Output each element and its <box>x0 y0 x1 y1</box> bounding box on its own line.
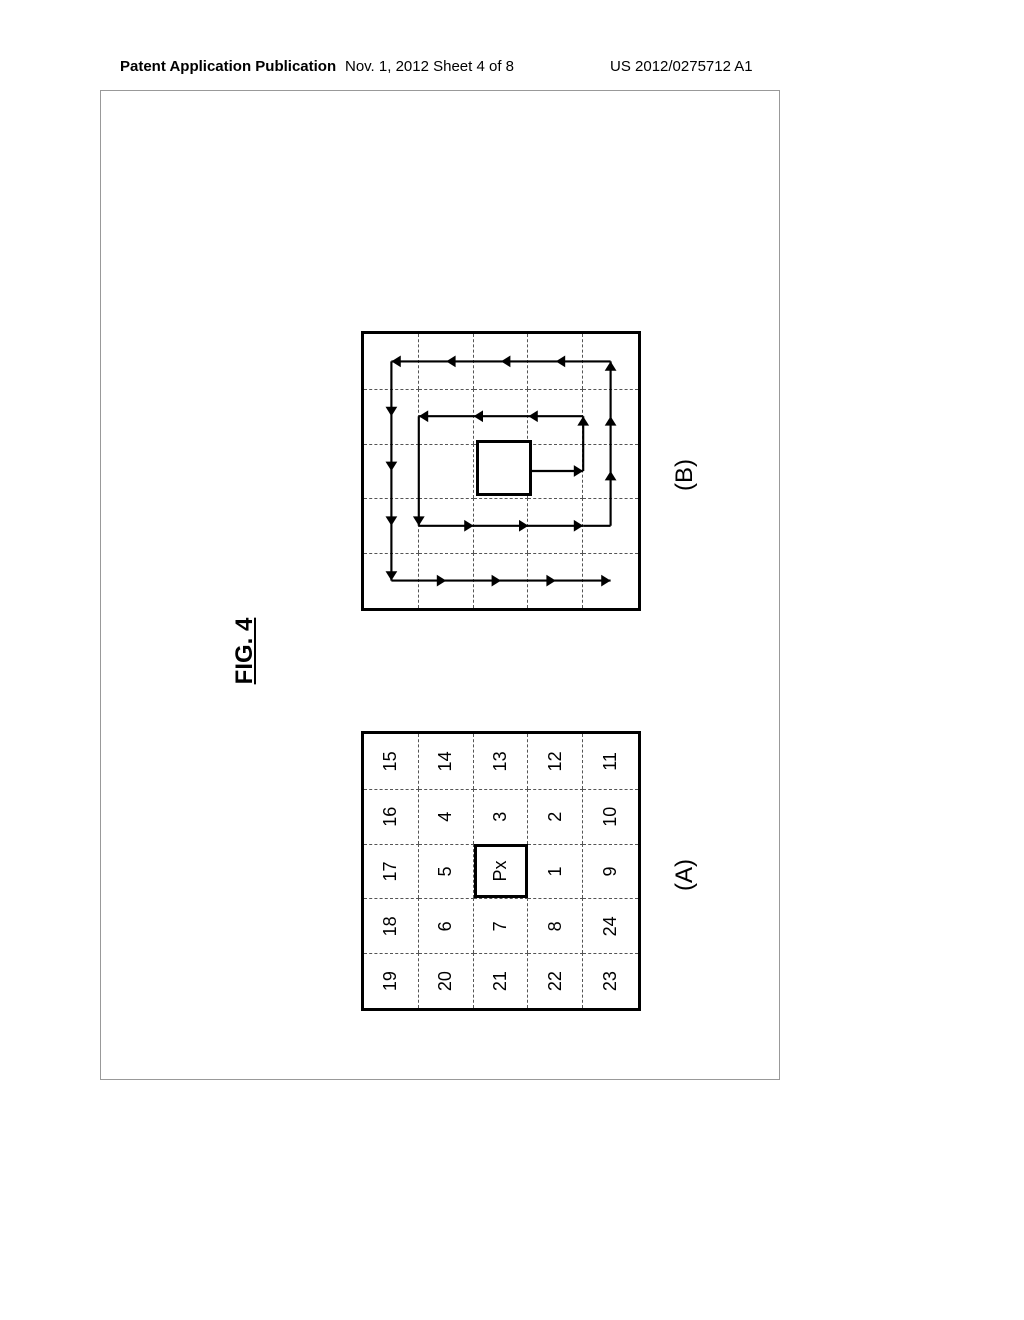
grid-b-cell <box>364 498 419 553</box>
grid-b-cell <box>528 389 583 444</box>
grid-b-cell <box>583 444 638 499</box>
grid-a-cell: 22 <box>528 953 583 1008</box>
header-left: Patent Application Publication <box>120 58 336 75</box>
grid-a-cell: 15 <box>364 734 419 789</box>
header-center: Nov. 1, 2012 Sheet 4 of 8 <box>345 58 514 75</box>
grid-a-cell: 24 <box>583 898 638 953</box>
grid-a-cell: 23 <box>583 953 638 1008</box>
grid-b-cell <box>419 553 474 608</box>
grid-b-cell <box>474 498 529 553</box>
grid-a-cell: 20 <box>419 953 474 1008</box>
grid-a-cell: 12 <box>528 734 583 789</box>
grid-b-cell <box>364 334 419 389</box>
grid-b-cell <box>528 334 583 389</box>
grid-a: 19181716152065414217Px313228121223249101… <box>361 731 641 1011</box>
grid-a-cell: 3 <box>474 789 529 844</box>
grid-a-cell: 9 <box>583 844 638 899</box>
grid-a-cell: 4 <box>419 789 474 844</box>
grid-b-cell <box>419 498 474 553</box>
grid-a-cell: 6 <box>419 898 474 953</box>
grid-b-cell <box>583 553 638 608</box>
grid-b-cell <box>474 334 529 389</box>
grid-b-cell <box>583 334 638 389</box>
grid-a-cell: 1 <box>528 844 583 899</box>
grid-a-cell: 11 <box>583 734 638 789</box>
grid-a-cell: 2 <box>528 789 583 844</box>
figure-content: FIG. 4 19181716152065414217Px31322812122… <box>231 231 651 1071</box>
grid-b-cell <box>528 444 583 499</box>
grid-a-cell: 8 <box>528 898 583 953</box>
page-frame: FIG. 4 19181716152065414217Px31322812122… <box>100 90 780 1080</box>
label-b: (B) <box>671 459 699 491</box>
grid-a-cell: 21 <box>474 953 529 1008</box>
grid-a-cell: 16 <box>364 789 419 844</box>
grid-a-cell: 18 <box>364 898 419 953</box>
grid-a-cell: 10 <box>583 789 638 844</box>
grid-a-cell: 5 <box>419 844 474 899</box>
grid-b-cell <box>528 498 583 553</box>
grid-b-cell <box>419 334 474 389</box>
grid-b-cell <box>364 553 419 608</box>
grid-b-cell <box>364 444 419 499</box>
label-a: (A) <box>671 859 699 891</box>
grid-b-cell <box>583 389 638 444</box>
grid-b-cell <box>419 444 474 499</box>
grid-b-cell <box>419 389 474 444</box>
grid-a-cell: 17 <box>364 844 419 899</box>
header-right: US 2012/0275712 A1 <box>610 58 753 75</box>
grid-a-cell: 7 <box>474 898 529 953</box>
figure-title: FIG. 4 <box>231 618 259 685</box>
grid-a-cell: Px <box>474 844 529 899</box>
grid-b <box>361 331 641 611</box>
grid-a-cell: 13 <box>474 734 529 789</box>
grid-b-cell <box>474 553 529 608</box>
grid-b-cell <box>364 389 419 444</box>
center-box <box>476 440 532 496</box>
grid-b-cell <box>474 389 529 444</box>
grid-a-cell: 14 <box>419 734 474 789</box>
grid-a-cell: 19 <box>364 953 419 1008</box>
grid-b-cell <box>528 553 583 608</box>
grid-b-cell <box>583 498 638 553</box>
